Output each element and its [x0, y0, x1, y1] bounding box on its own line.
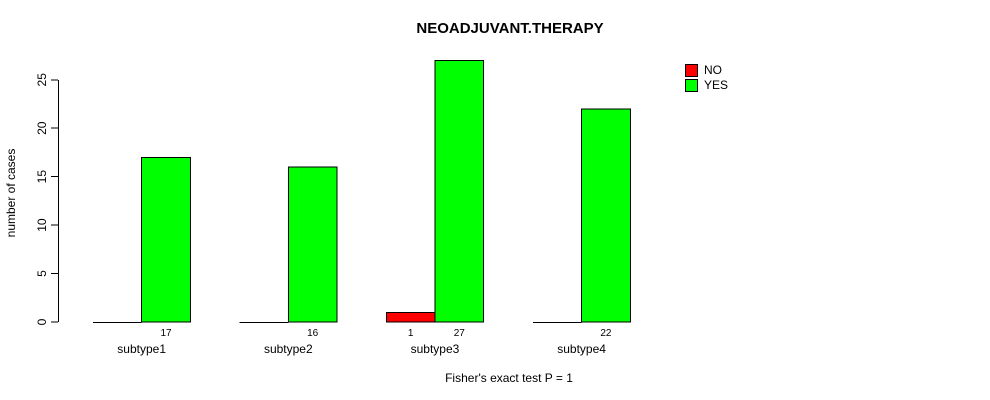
x-category-label: subtype2	[264, 342, 313, 356]
legend-item-no: NO	[685, 63, 728, 78]
x-category-label: subtype1	[117, 342, 166, 356]
legend-swatch-yes	[685, 79, 698, 92]
x-axis-label: Fisher's exact test P = 1	[445, 371, 573, 385]
bar-value-label: 1	[408, 328, 414, 339]
bar-yes-subtype2	[287, 166, 338, 323]
legend-label: NO	[704, 63, 722, 77]
x-category-label: subtype3	[411, 342, 460, 356]
legend: NO YES	[685, 63, 728, 93]
y-tick-label: 0	[35, 318, 49, 325]
legend-swatch-no	[685, 64, 698, 77]
y-tick-label: 20	[35, 121, 49, 135]
y-tick-label: 15	[35, 170, 49, 184]
bar-no-subtype3	[385, 311, 436, 323]
bar-value-label: 27	[454, 328, 466, 339]
bar-yes-subtype3	[434, 59, 485, 323]
bar-yes-subtype1	[141, 156, 191, 323]
legend-label: YES	[704, 78, 729, 92]
y-tick-label: 25	[35, 73, 49, 87]
x-category-label: subtype4	[557, 342, 606, 356]
y-tick-label: 10	[35, 218, 49, 232]
chart-title: NEOADJUVANT.THERAPY	[416, 20, 604, 37]
y-tick-label: 5	[35, 270, 49, 277]
legend-item-yes: YES	[685, 78, 728, 93]
bar-value-label: 22	[600, 328, 612, 339]
bar-value-label: 17	[160, 328, 172, 339]
y-axis-label: number of cases	[4, 148, 18, 238]
bar-yes-subtype4	[581, 108, 631, 323]
bar-value-label: 16	[307, 328, 319, 339]
